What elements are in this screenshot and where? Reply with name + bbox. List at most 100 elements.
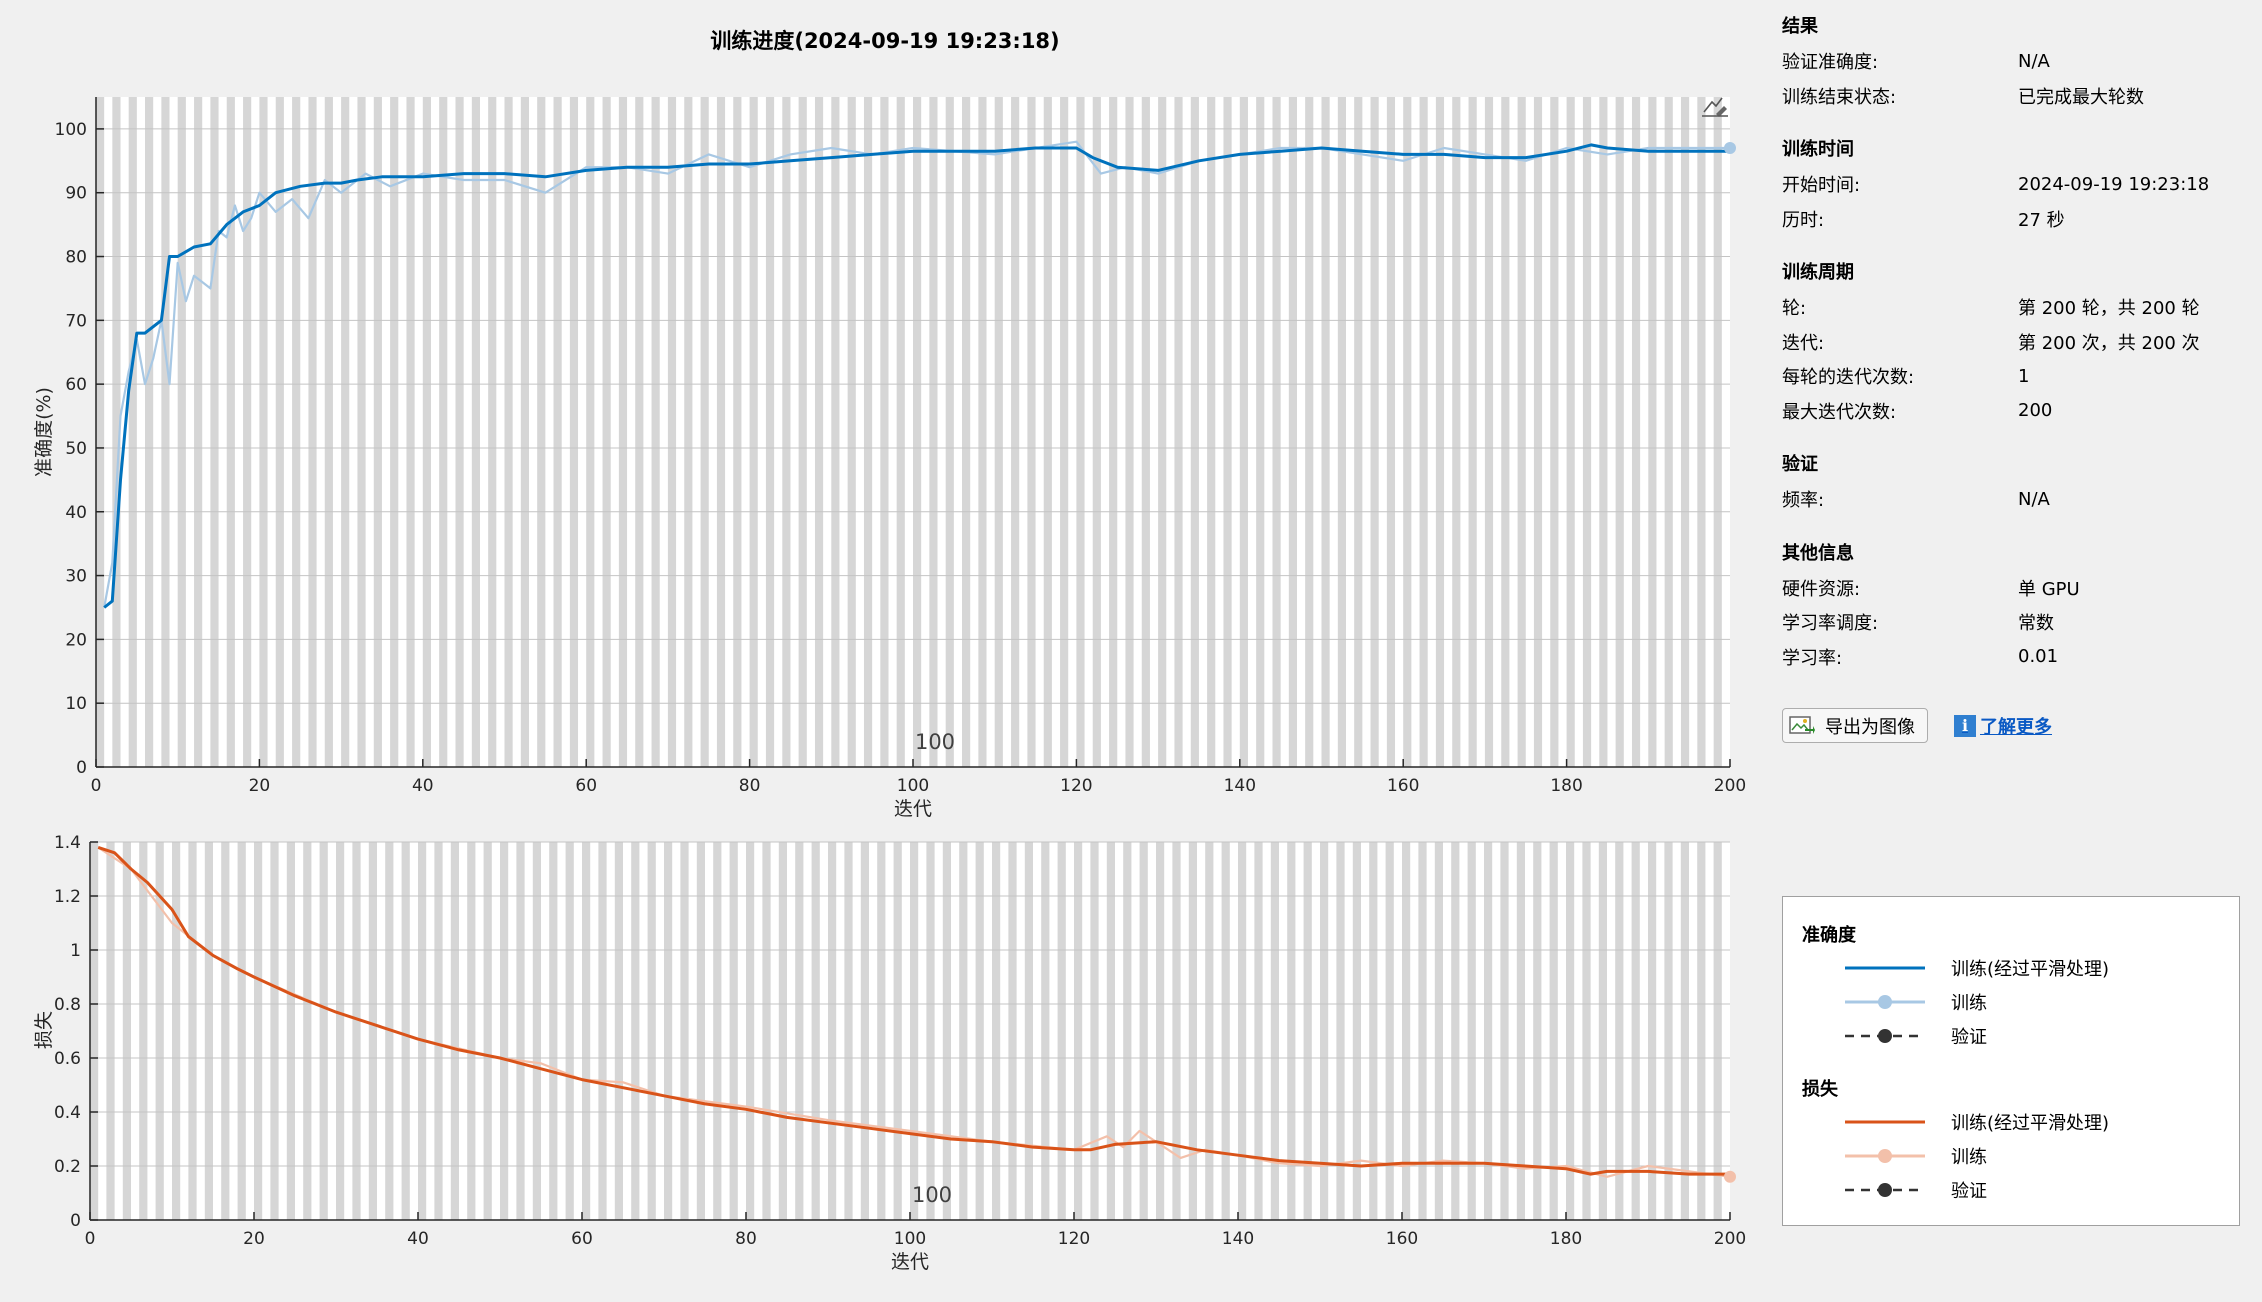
epoch-stripe [863, 97, 873, 767]
epoch-stripe [1320, 842, 1329, 1220]
y-tick-label: 0 [70, 1211, 81, 1231]
epoch-stripe [1697, 842, 1706, 1220]
epoch-stripe [1550, 97, 1559, 767]
info-row: 每轮的迭代次数: 1 [1782, 359, 2242, 394]
epoch-stripe [614, 842, 623, 1220]
epoch-stripe [537, 97, 546, 767]
epoch-stripe [1680, 842, 1689, 1220]
epoch-stripe [1582, 97, 1592, 767]
epoch-stripe [1648, 97, 1657, 767]
other-heading: 其他信息 [1782, 542, 1854, 564]
info-row: 开始时间: 2024-09-19 19:23:18 [1782, 167, 2242, 202]
y-tick-label: 1 [70, 941, 81, 961]
epoch-stripe [336, 842, 345, 1220]
epoch-stripe [1549, 842, 1558, 1220]
image-export-icon [1789, 715, 1815, 734]
epoch-stripe [942, 842, 951, 1220]
y-tick-label: 10 [65, 694, 87, 714]
epoch-stripe [1223, 97, 1232, 767]
y-axis-label: 准确度(%) [33, 387, 55, 477]
row-key: 迭代: [1782, 332, 1825, 354]
y-tick-label: 0.6 [54, 1049, 81, 1069]
row-value: 第 200 次，共 200 次 [2018, 332, 2200, 354]
epoch-stripe [1500, 842, 1509, 1220]
epoch-stripe [1239, 97, 1248, 767]
epoch-stripe [1713, 97, 1722, 767]
epoch-stripe [1041, 842, 1050, 1220]
epoch-stripe [270, 842, 279, 1220]
epoch-stripe [1419, 97, 1428, 767]
legend-label: 验证 [1951, 1181, 1987, 1202]
epoch-stripe [782, 97, 791, 767]
row-value: N/A [2018, 488, 2050, 510]
epoch-stripe [1468, 97, 1477, 767]
accuracy-last-point [1724, 142, 1736, 155]
y-tick-label: 20 [65, 630, 87, 650]
epoch-stripe [1008, 842, 1017, 1220]
epoch-stripe [500, 842, 509, 1220]
epoch-stripe [1024, 842, 1033, 1220]
epoch-stripe [618, 97, 628, 767]
epoch-stripe [635, 97, 644, 767]
epoch-stripe [406, 97, 415, 767]
epoch-stripe [422, 97, 431, 767]
loss-chart: 0 0.2 0.4 0.6 0.8 1 1.2 1.4 0 20 40 60 80 100 120 140 16… [33, 833, 1746, 1273]
y-tick-label: 0.8 [54, 995, 81, 1015]
epoch-stripe [1615, 842, 1624, 1220]
epoch-stripe [1123, 842, 1132, 1220]
epoch-stripe [778, 842, 787, 1220]
epoch-stripe [1238, 842, 1247, 1220]
legend-label: 验证 [1951, 1027, 1987, 1048]
epoch-stripe [765, 97, 775, 767]
epoch-stripe [1582, 842, 1591, 1220]
legend-item: 训练(经过平滑处理) [1783, 955, 2109, 981]
epoch-stripe [1106, 842, 1115, 1220]
loss-smoothed-line [97, 845, 1730, 1176]
info-panel: 结果 验证准确度: N/A 训练结束状态: 已完成最大轮数 训练时间 开始时间: 20… [1782, 12, 2242, 674]
legend-box: 准确度 训练(经过平滑处理) 训练 验证 损失 训练(经过平滑处理) 训练 验证 [1782, 896, 2240, 1226]
epoch-stripe [1303, 842, 1312, 1220]
legend-swatch [1845, 995, 1925, 1009]
x-axis-label: 迭代 [891, 1251, 929, 1273]
epoch-stripe [795, 842, 804, 1220]
chart-title: 训练进度(2024-09-19 19:23:18) [710, 29, 1060, 53]
legend-loss-title: 损失 [1802, 1079, 1838, 1100]
x-tick-label: 200 [1714, 776, 1746, 796]
epoch-stripe [847, 97, 856, 767]
learn-more-link[interactable]: i 了解更多 [1954, 713, 2052, 739]
epoch-stripe [488, 97, 497, 767]
y-tick-label: 40 [65, 503, 87, 523]
export-image-button[interactable]: 导出为图像 [1782, 708, 1928, 743]
legend-item: 训练 [1783, 989, 1987, 1015]
row-key: 频率: [1782, 490, 1825, 512]
epoch-stripe [418, 842, 427, 1220]
time-heading: 训练时间 [1782, 139, 1854, 160]
epoch-stripe [913, 97, 922, 767]
info-row: 频率: N/A [1782, 482, 2242, 517]
legend-swatch [1845, 1120, 1925, 1124]
x-tick-label: 140 [1222, 1229, 1254, 1249]
epoch-stripe [520, 97, 530, 767]
epoch-stripe [1305, 97, 1314, 767]
epoch-stripe [929, 97, 938, 767]
epoch-stripe [188, 842, 197, 1220]
x-tick-label: 0 [85, 1229, 96, 1249]
epoch-stripe [1156, 842, 1165, 1220]
epoch-stripe [896, 97, 905, 767]
x-tick-label: 120 [1058, 1229, 1090, 1249]
x-tick-label: 100 [894, 1229, 926, 1249]
x-tick-label: 60 [575, 776, 597, 796]
legend-swatch [1845, 966, 1925, 970]
epoch-stripe [1354, 97, 1363, 767]
epoch-stripe [733, 97, 742, 767]
epoch-stripe [716, 97, 726, 767]
epoch-stripe [1566, 97, 1575, 767]
row-value: 2024-09-19 19:23:18 [2018, 173, 2210, 195]
epoch-stripe [814, 97, 824, 767]
epoch-stripe [1141, 97, 1150, 767]
row-key: 硬件资源: [1782, 578, 1861, 600]
epoch-stripe [471, 97, 480, 767]
epoch-stripe [112, 97, 121, 767]
loss-last-point [1724, 1170, 1736, 1183]
legend-label: 训练(经过平滑处理) [1951, 959, 2110, 980]
